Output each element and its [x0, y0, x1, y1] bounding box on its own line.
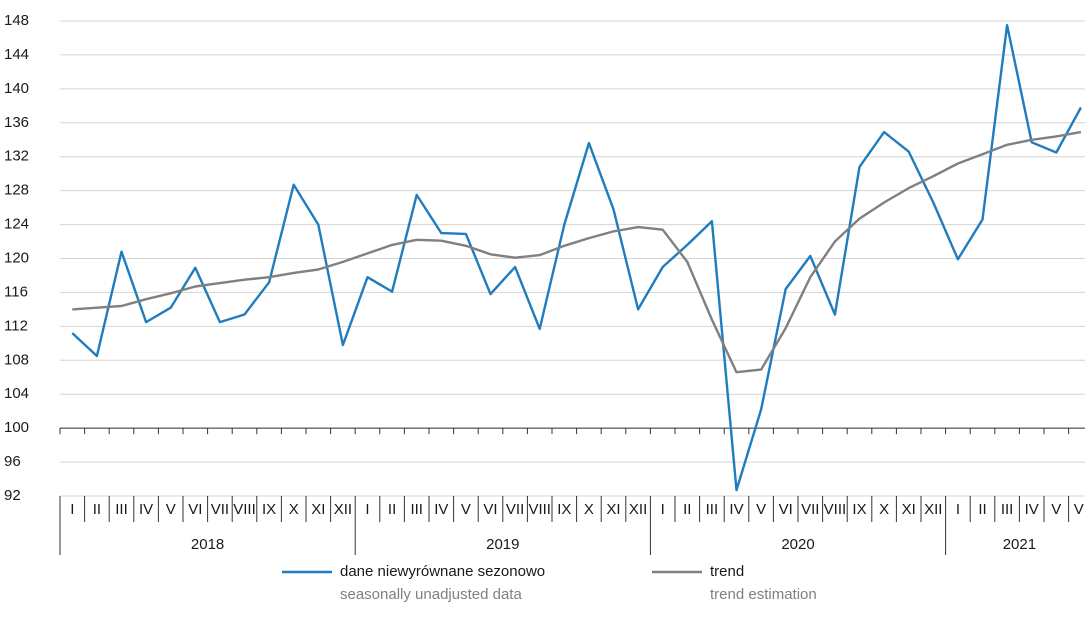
series-line: [72, 130, 1082, 374]
series-line: [71, 24, 1082, 492]
x-tick-label: II: [683, 501, 691, 518]
y-tick-label: 148: [4, 12, 29, 29]
x-group-label: 2021: [1003, 536, 1036, 553]
x-tick-label: VI: [483, 501, 497, 518]
x-tick-label: II: [978, 501, 986, 518]
x-tick-label: V: [166, 501, 176, 518]
x-tick-label: III: [115, 501, 128, 518]
x-tick-label: VIII: [824, 501, 847, 518]
x-tick-label: XII: [924, 501, 942, 518]
x-tick-label: VI: [779, 501, 793, 518]
x-tick-label: I: [70, 501, 74, 518]
x-tick-label: IX: [262, 501, 276, 518]
x-tick-label: XI: [902, 501, 916, 518]
x-tick-label: V: [1051, 501, 1061, 518]
x-tick-label: IV: [139, 501, 153, 518]
legend-label: dane niewyrównane sezonowo: [340, 563, 545, 580]
y-tick-label: 100: [4, 419, 29, 436]
x-tick-label: V: [756, 501, 766, 518]
y-tick-label: 140: [4, 80, 29, 97]
y-tick-label: 96: [4, 453, 21, 470]
x-tick-label: V: [461, 501, 471, 518]
x-tick-label: VII: [506, 501, 524, 518]
legend-sublabel: trend estimation: [710, 586, 817, 603]
x-tick-label: XI: [606, 501, 620, 518]
x-tick-label: XI: [311, 501, 325, 518]
y-tick-label: 124: [4, 216, 29, 233]
x-group-label: 2019: [486, 536, 519, 553]
y-tick-label: 116: [4, 283, 28, 300]
x-tick-label: IX: [557, 501, 571, 518]
x-tick-label: II: [93, 501, 101, 518]
x-tick-label: VIII: [528, 501, 551, 518]
y-tick-label: 120: [4, 249, 29, 266]
x-tick-label: X: [879, 501, 889, 518]
y-tick-label: 92: [4, 487, 21, 504]
x-tick-label: XII: [334, 501, 352, 518]
x-tick-label: IV: [1025, 501, 1039, 518]
x-group-label: 2020: [781, 536, 814, 553]
x-tick-label: I: [956, 501, 960, 518]
x-tick-label: II: [388, 501, 396, 518]
y-tick-label: 104: [4, 385, 29, 402]
x-tick-label: III: [410, 501, 423, 518]
x-tick-label: X: [289, 501, 299, 518]
x-tick-label: VI: [1074, 501, 1085, 518]
legend-sublabel: seasonally unadjusted data: [340, 586, 522, 603]
y-tick-label: 132: [4, 148, 29, 165]
x-tick-label: IV: [729, 501, 743, 518]
x-tick-label: XII: [629, 501, 647, 518]
y-tick-label: 108: [4, 351, 29, 368]
legend-label: trend: [710, 563, 744, 580]
x-tick-label: IX: [852, 501, 866, 518]
x-tick-label: III: [1001, 501, 1014, 518]
x-tick-label: I: [365, 501, 369, 518]
x-tick-label: IV: [434, 501, 448, 518]
x-tick-label: X: [584, 501, 594, 518]
x-tick-label: VII: [801, 501, 819, 518]
x-tick-label: VIII: [233, 501, 256, 518]
x-tick-label: VI: [188, 501, 202, 518]
x-tick-label: I: [661, 501, 665, 518]
y-tick-label: 112: [4, 317, 28, 334]
y-tick-label: 136: [4, 114, 29, 131]
y-tick-label: 128: [4, 182, 29, 199]
x-group-label: 2018: [191, 536, 224, 553]
x-tick-label: VII: [211, 501, 229, 518]
y-tick-label: 144: [4, 46, 29, 63]
x-tick-label: III: [706, 501, 719, 518]
